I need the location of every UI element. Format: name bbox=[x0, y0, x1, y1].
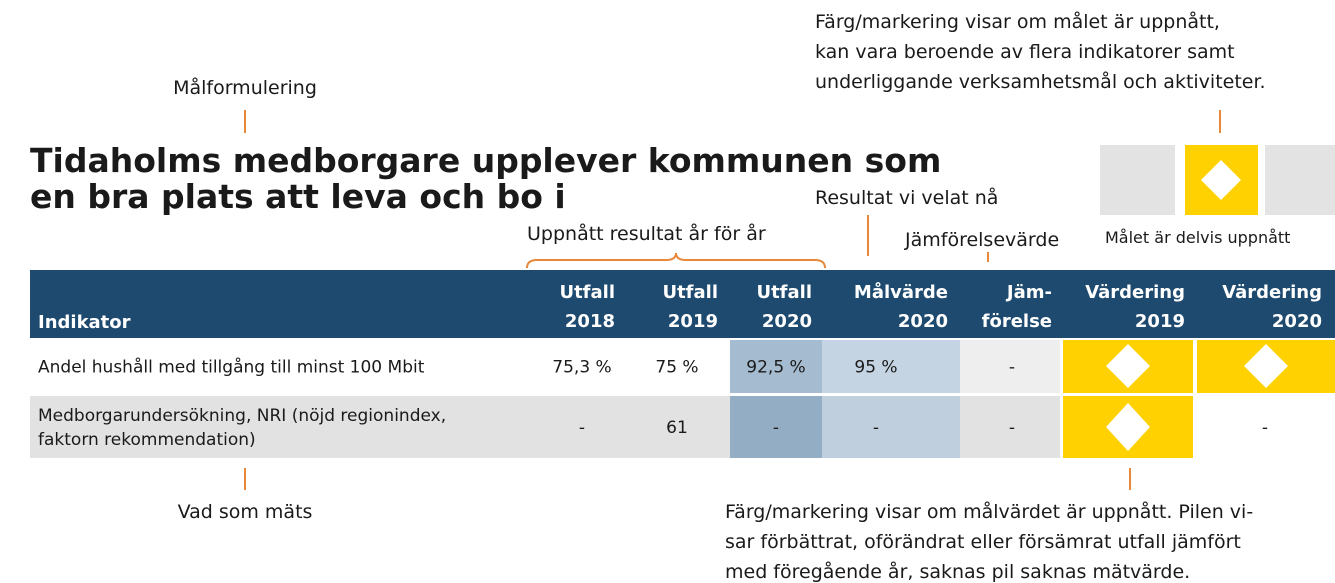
cell-bg bbox=[822, 340, 960, 393]
header-cell: 2018 bbox=[565, 311, 615, 332]
header-cell: Jäm- bbox=[1005, 282, 1052, 303]
header-cell: Värdering bbox=[1222, 282, 1322, 303]
header-cell: Utfall bbox=[559, 282, 615, 303]
indicator: Medborgarundersökning, NRI (nöjd regioni… bbox=[38, 406, 446, 426]
cell: 75 % bbox=[655, 358, 698, 378]
cell: 61 bbox=[666, 418, 688, 438]
legend-label: Målet är delvis uppnått bbox=[1105, 228, 1290, 247]
annotation: Färg/markering visar om målvärdet är upp… bbox=[725, 500, 1253, 523]
annotation: Resultat vi velat nå bbox=[815, 186, 998, 209]
annotation: Jämförelsevärde bbox=[904, 229, 1059, 251]
cell-bg bbox=[730, 340, 822, 393]
cell: - bbox=[1009, 358, 1015, 378]
legend-box bbox=[1265, 145, 1335, 215]
table-header bbox=[30, 270, 1335, 338]
annotation: Vad som mäts bbox=[178, 501, 313, 523]
header-cell: 2019 bbox=[668, 311, 718, 332]
header-cell: 2020 bbox=[1272, 311, 1322, 332]
cell-bg bbox=[960, 340, 1060, 393]
annotation: Färg/markering visar om målet är uppnått… bbox=[815, 10, 1220, 33]
diamond bbox=[1106, 403, 1150, 451]
annotation: Uppnått resultat år för år bbox=[527, 222, 766, 245]
annotation: underliggande verksamhetsmål och aktivit… bbox=[815, 70, 1266, 93]
header-cell: 2020 bbox=[762, 311, 812, 332]
header-cell: 2019 bbox=[1135, 311, 1185, 332]
header-cell: Utfall bbox=[756, 282, 812, 303]
indicator: Andel hushåll med tillgång till minst 10… bbox=[38, 357, 425, 378]
cell-bg bbox=[730, 396, 822, 458]
cell: 75,3 % bbox=[552, 358, 611, 378]
cell: - bbox=[773, 418, 779, 438]
header-cell: förelse bbox=[982, 311, 1052, 332]
cell: 95 % bbox=[854, 358, 897, 378]
cell: - bbox=[1262, 418, 1268, 438]
diamond bbox=[1106, 344, 1150, 388]
annotation: sar förbättrat, oförändrat eller försämr… bbox=[725, 531, 1241, 553]
header-cell: Indikator bbox=[38, 312, 131, 333]
cell: - bbox=[579, 418, 585, 438]
header-cell: Målvärde bbox=[854, 281, 948, 303]
diamond bbox=[1201, 160, 1241, 200]
cell-bg bbox=[822, 396, 960, 458]
annotation: med föregående år, saknas pil saknas mät… bbox=[725, 560, 1190, 583]
legend-box bbox=[1100, 145, 1175, 215]
annotation: kan vara beroende av flera indikatorer s… bbox=[815, 41, 1235, 63]
header-cell: 2020 bbox=[898, 311, 948, 332]
brace bbox=[526, 252, 826, 269]
header-cell: Utfall bbox=[662, 282, 718, 303]
title: Tidaholms medborgare upplever kommunen s… bbox=[30, 141, 941, 180]
cell: 92,5 % bbox=[746, 358, 805, 378]
title: en bra plats att leva och bo i bbox=[30, 177, 566, 216]
indicator: faktorn rekommendation) bbox=[38, 430, 256, 450]
diamond bbox=[1244, 344, 1288, 388]
annotation: Målformulering bbox=[173, 76, 317, 99]
cell: - bbox=[1009, 418, 1015, 438]
header-cell: Värdering bbox=[1085, 282, 1185, 303]
cell: - bbox=[873, 418, 879, 438]
